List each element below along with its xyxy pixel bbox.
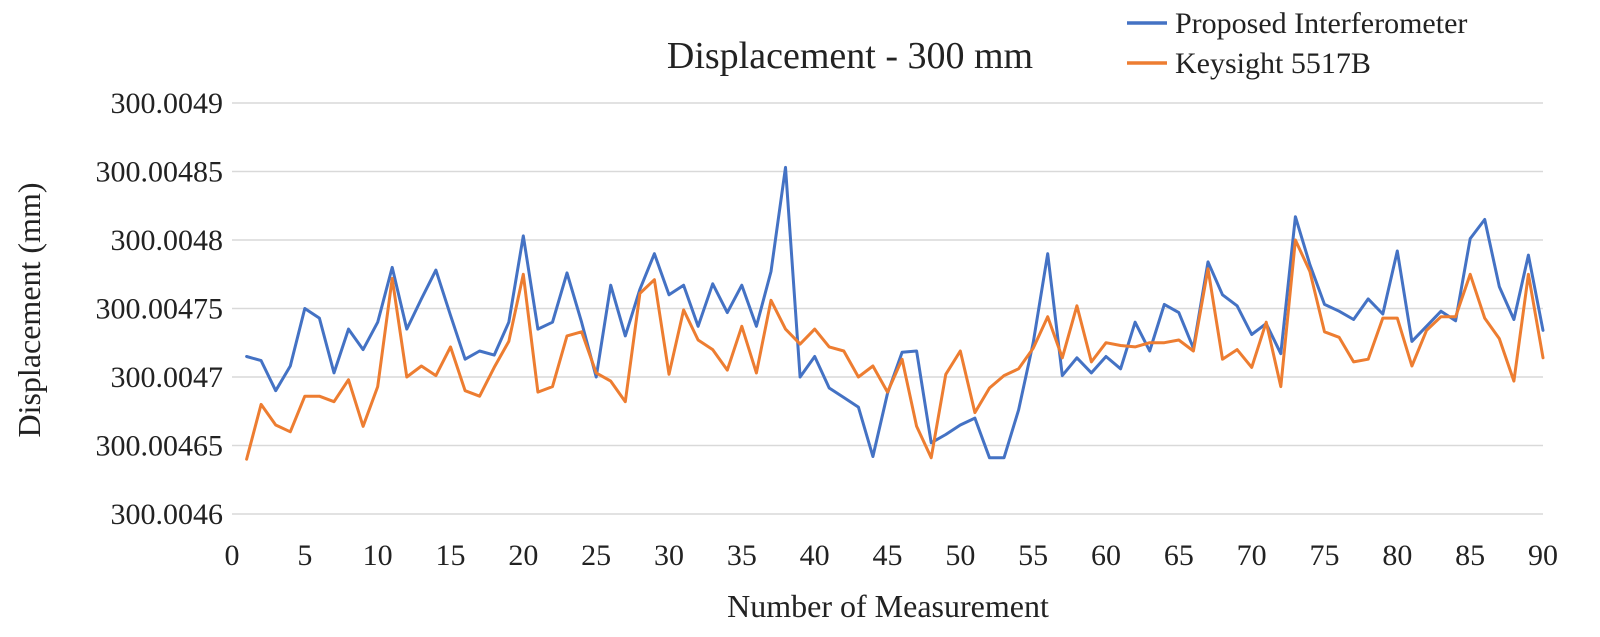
gridlines (232, 102, 1543, 515)
legend-label-keysight-5517b: Keysight 5517B (1175, 47, 1371, 80)
series-line-proposed-interferometer (245, 165, 1545, 460)
x-tick-label: 80 (1382, 539, 1412, 572)
x-tick-label: 55 (1018, 539, 1048, 572)
x-tick-label: 60 (1091, 539, 1121, 572)
x-axis-label: Number of Measurement (727, 588, 1049, 624)
y-tick-label: 300.0048 (111, 224, 224, 257)
y-axis-ticks: 300.0046 300.00465 300.0047 300.00475 300.00… (96, 87, 224, 531)
x-tick-label: 30 (654, 539, 684, 572)
y-tick-label: 300.0049 (111, 87, 224, 120)
y-axis-label: Displacement (mm) (11, 182, 47, 437)
series-line-keysight-5517b (245, 238, 1545, 461)
x-tick-label: 75 (1310, 539, 1340, 572)
x-tick-label: 85 (1455, 539, 1485, 572)
legend-label-proposed-interferometer: Proposed Interferometer (1175, 7, 1467, 40)
x-tick-label: 10 (363, 539, 393, 572)
chart-title: Displacement - 300 mm (667, 35, 1033, 77)
x-tick-label: 35 (727, 539, 757, 572)
x-tick-label: 40 (800, 539, 830, 572)
legend: Proposed Interferometer Keysight 5517B (1127, 7, 1467, 80)
y-tick-label: 300.00465 (96, 430, 224, 463)
x-tick-label: 65 (1164, 539, 1194, 572)
y-tick-label: 300.00475 (96, 293, 224, 326)
x-axis-ticks: 0 5 10 15 20 25 30 35 40 45 50 55 60 65 70 75 80 85 90 (225, 539, 1559, 572)
x-tick-label: 50 (945, 539, 975, 572)
x-tick-label: 5 (297, 539, 312, 572)
x-tick-label: 20 (508, 539, 538, 572)
x-tick-label: 70 (1237, 539, 1267, 572)
x-tick-label: 0 (225, 539, 240, 572)
x-tick-label: 15 (436, 539, 466, 572)
x-tick-label: 45 (873, 539, 903, 572)
x-tick-label: 90 (1528, 539, 1558, 572)
series-lines (245, 165, 1545, 461)
y-tick-label: 300.0046 (111, 498, 224, 531)
x-tick-label: 25 (581, 539, 611, 572)
y-tick-label: 300.00485 (96, 156, 224, 189)
y-tick-label: 300.0047 (111, 361, 224, 394)
